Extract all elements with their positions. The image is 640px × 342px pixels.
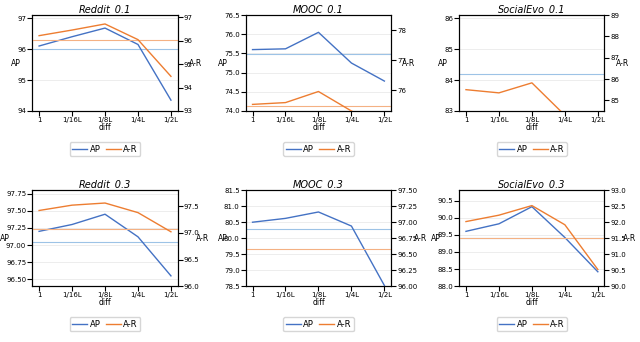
A-R <box>495 213 503 217</box>
Y-axis label: AP: AP <box>0 234 10 243</box>
A-R <box>249 102 257 106</box>
Legend: AP, A-R: AP, A-R <box>70 142 140 156</box>
A-R <box>495 91 503 95</box>
AP <box>35 44 43 48</box>
AP <box>167 98 175 102</box>
Legend: AP, A-R: AP, A-R <box>284 142 354 156</box>
A-R <box>68 28 76 32</box>
A-R <box>594 267 602 272</box>
Line: AP: AP <box>39 28 171 100</box>
Y-axis label: A-R: A-R <box>616 58 629 67</box>
AP <box>462 229 470 233</box>
Line: A-R: A-R <box>466 206 598 269</box>
Title: MOOC_0.1: MOOC_0.1 <box>293 4 344 15</box>
AP <box>134 42 142 47</box>
A-R <box>381 125 388 129</box>
Line: A-R: A-R <box>466 83 598 122</box>
A-R <box>134 38 142 42</box>
Y-axis label: A-R: A-R <box>403 58 415 67</box>
A-R <box>594 120 602 124</box>
AP <box>282 47 289 51</box>
Line: A-R: A-R <box>39 24 171 76</box>
A-R <box>462 88 470 92</box>
AP <box>101 26 109 30</box>
Legend: AP, A-R: AP, A-R <box>70 317 140 331</box>
X-axis label: diff: diff <box>525 299 538 307</box>
Legend: AP, A-R: AP, A-R <box>497 142 567 156</box>
A-R <box>348 109 355 113</box>
Legend: AP, A-R: AP, A-R <box>284 317 354 331</box>
Y-axis label: A-R: A-R <box>189 58 202 67</box>
A-R <box>282 101 289 105</box>
Line: AP: AP <box>39 214 171 276</box>
A-R <box>68 203 76 207</box>
Line: AP: AP <box>253 32 385 81</box>
AP <box>68 222 76 226</box>
Line: AP: AP <box>253 212 385 286</box>
Title: Reddit_0.1: Reddit_0.1 <box>79 4 131 15</box>
Y-axis label: AP: AP <box>11 58 20 67</box>
A-R <box>315 90 323 94</box>
A-R <box>167 74 175 78</box>
X-axis label: diff: diff <box>312 123 324 132</box>
AP <box>315 210 323 214</box>
AP <box>381 284 388 288</box>
AP <box>315 30 323 35</box>
A-R <box>35 208 43 212</box>
A-R <box>35 34 43 38</box>
AP <box>167 274 175 278</box>
Title: SocialEvo_0.1: SocialEvo_0.1 <box>498 4 566 15</box>
Y-axis label: AP: AP <box>438 58 448 67</box>
Y-axis label: A-R: A-R <box>623 234 636 243</box>
A-R <box>528 81 536 85</box>
Y-axis label: A-R: A-R <box>413 234 427 243</box>
Y-axis label: AP: AP <box>218 58 227 67</box>
Y-axis label: AP: AP <box>431 234 441 243</box>
AP <box>101 212 109 216</box>
A-R <box>101 22 109 26</box>
A-R <box>101 201 109 205</box>
X-axis label: diff: diff <box>525 123 538 132</box>
Title: Reddit_0.3: Reddit_0.3 <box>79 179 131 190</box>
AP <box>528 205 536 209</box>
AP <box>561 235 569 239</box>
AP <box>348 61 355 65</box>
AP <box>594 270 602 274</box>
AP <box>381 79 388 83</box>
A-R <box>462 220 470 224</box>
AP <box>249 220 257 224</box>
AP <box>134 235 142 239</box>
AP <box>348 224 355 228</box>
X-axis label: diff: diff <box>99 123 111 132</box>
Title: MOOC_0.3: MOOC_0.3 <box>293 179 344 190</box>
Line: AP: AP <box>466 207 598 272</box>
A-R <box>134 211 142 215</box>
AP <box>249 48 257 52</box>
A-R <box>561 113 569 117</box>
X-axis label: diff: diff <box>99 299 111 307</box>
A-R <box>167 230 175 234</box>
A-R <box>528 203 536 208</box>
Title: SocialEvo_0.3: SocialEvo_0.3 <box>498 179 566 190</box>
Legend: AP, A-R: AP, A-R <box>497 317 567 331</box>
AP <box>282 216 289 221</box>
A-R <box>561 223 569 227</box>
Line: A-R: A-R <box>253 92 385 127</box>
Y-axis label: A-R: A-R <box>196 234 209 243</box>
AP <box>35 229 43 233</box>
Line: A-R: A-R <box>39 203 171 232</box>
AP <box>68 35 76 39</box>
X-axis label: diff: diff <box>312 299 324 307</box>
AP <box>495 222 503 226</box>
Y-axis label: AP: AP <box>218 234 227 243</box>
